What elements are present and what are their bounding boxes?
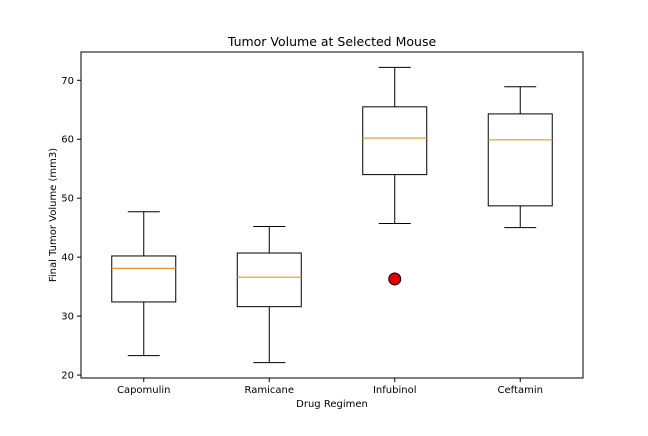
- x-axis-label: Drug Regimen: [296, 399, 368, 410]
- y-axis-ticks: 20 30 40 50 60 70: [61, 76, 81, 382]
- y-axis-label: Final Tumor Volume (mm3): [48, 148, 59, 282]
- x-axis-ticks: Capomulin Ramicane Infubinol Ceftamin: [117, 378, 543, 396]
- x-tick-label: Ramicane: [245, 385, 295, 396]
- box: [362, 106, 428, 176]
- y-tick-label: 40: [61, 253, 74, 264]
- y-tick-label: 70: [61, 76, 74, 87]
- chart-title: Tumor Volume at Selected Mouse: [227, 34, 437, 49]
- box-group-infubinol: [362, 66, 428, 286]
- plot-marks: [111, 66, 553, 364]
- y-tick-label: 60: [61, 135, 74, 146]
- plot-frame: [80, 51, 584, 379]
- y-tick-label: 20: [61, 371, 74, 382]
- x-tick-label: Ceftamin: [498, 385, 543, 396]
- y-tick-label: 30: [61, 312, 74, 323]
- outlier-point: [388, 272, 402, 286]
- x-tick-label: Infubinol: [373, 385, 417, 396]
- box-group-ramicane: [236, 225, 302, 364]
- y-tick-label: 50: [61, 194, 74, 205]
- box: [487, 113, 553, 207]
- box: [236, 252, 302, 308]
- box-group-capomulin: [111, 211, 177, 357]
- box: [111, 255, 177, 303]
- x-tick-label: Capomulin: [117, 385, 171, 396]
- box-group-ceftamin: [487, 86, 553, 229]
